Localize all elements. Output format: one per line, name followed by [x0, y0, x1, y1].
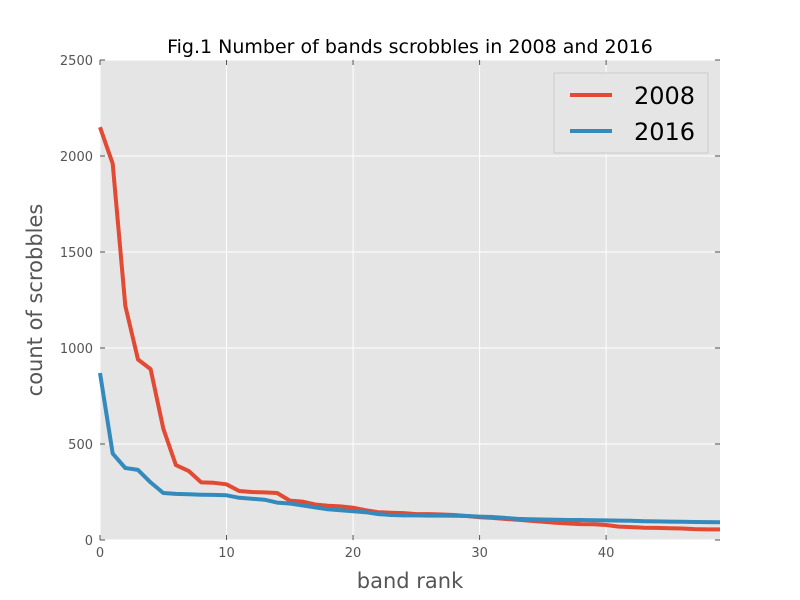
- series-line-2016: [98, 372, 721, 525]
- x-tick-label: 30: [471, 546, 488, 561]
- tick-labels: 0 10 20 30 40 0 500 1000 1500 2000 2500: [60, 54, 614, 561]
- legend-box: [553, 72, 709, 154]
- y-tick-label: 1500: [60, 246, 93, 261]
- x-tick-label: 20: [345, 546, 362, 561]
- x-tick-label: 10: [218, 546, 235, 561]
- y-tick-label: 0: [85, 534, 93, 549]
- y-tick-label: 500: [68, 438, 93, 453]
- legend-label-2016: 2016: [634, 118, 695, 146]
- tick-marks: [99, 59, 720, 541]
- chart-title: Fig.1 Number of bands scrobbles in 2008 …: [167, 36, 653, 58]
- legend: 2008 2016: [553, 72, 709, 154]
- y-tick-label: 1000: [60, 342, 93, 357]
- series-group: [98, 126, 721, 532]
- x-tick-label: 40: [598, 546, 615, 561]
- y-tick-label: 2000: [60, 150, 93, 165]
- x-tick-label: 0: [96, 546, 104, 561]
- x-axis-label: band rank: [357, 569, 464, 593]
- y-tick-label: 2500: [60, 54, 93, 69]
- legend-label-2008: 2008: [634, 82, 695, 110]
- y-axis-label: count of scrobbles: [23, 204, 47, 397]
